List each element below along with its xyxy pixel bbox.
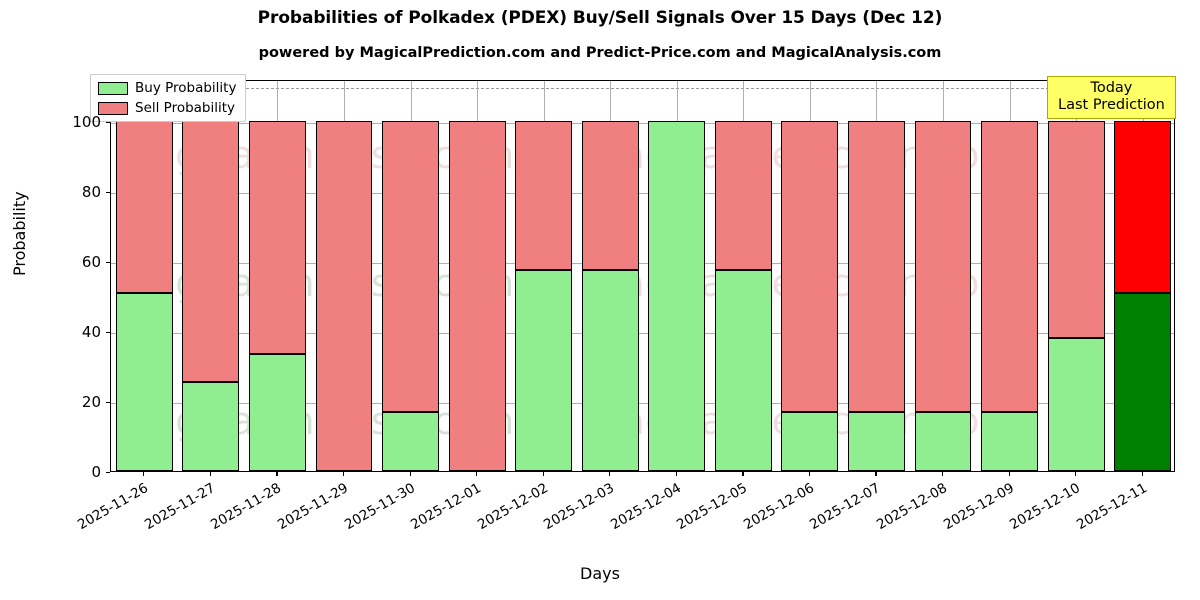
- bar-group[interactable]: [581, 81, 639, 471]
- bar-segment-buy[interactable]: [1047, 338, 1105, 471]
- chart-subtitle: powered by MagicalPrediction.com and Pre…: [258, 45, 942, 61]
- x-tick-mark: [342, 472, 345, 476]
- bar-segment-buy[interactable]: [382, 411, 439, 471]
- bar-group[interactable]: [515, 81, 573, 471]
- y-gridline: [111, 123, 1174, 124]
- today-label: Today: [1090, 80, 1133, 96]
- bar-segment-sell[interactable]: [448, 121, 506, 471]
- bar-group[interactable]: [382, 81, 439, 471]
- x-tick-mark: [875, 472, 877, 476]
- y-tick-label: 40: [81, 323, 101, 341]
- x-tick-mark: [742, 472, 744, 476]
- bar-group[interactable]: [182, 81, 240, 471]
- bar-segment-buy[interactable]: [648, 121, 706, 471]
- bar-group[interactable]: [115, 81, 173, 471]
- x-tick-mark: [808, 472, 811, 476]
- y-gridline-dashed: [111, 88, 1174, 89]
- x-tick-mark: [542, 472, 544, 476]
- x-tick-mark: [143, 472, 145, 476]
- bar-segment-sell[interactable]: [182, 121, 240, 382]
- bar-group[interactable]: [1114, 81, 1172, 471]
- bar-segment-buy[interactable]: [714, 269, 772, 471]
- y-tick-label: 100: [72, 113, 101, 131]
- bar-segment-buy[interactable]: [781, 411, 839, 471]
- bar-segment-sell[interactable]: [1047, 121, 1105, 338]
- bar-segment-sell[interactable]: [981, 121, 1039, 412]
- bar-group[interactable]: [714, 81, 772, 471]
- bar-segment-sell[interactable]: [1114, 121, 1172, 293]
- bar-segment-buy[interactable]: [581, 269, 639, 471]
- y-tick-mark: [106, 332, 110, 334]
- bar-segment-sell[interactable]: [382, 121, 439, 412]
- y-tick-mark: [106, 192, 110, 194]
- y-tick-mark: [106, 402, 110, 404]
- bar-group[interactable]: [781, 81, 839, 471]
- legend-label: Sell Probability: [135, 100, 236, 116]
- x-axis-label: Days: [580, 564, 620, 583]
- bar-segment-buy[interactable]: [1114, 292, 1172, 471]
- bar-segment-sell[interactable]: [781, 121, 839, 412]
- x-tick-mark: [209, 472, 212, 476]
- legend-item[interactable]: Sell Probability: [98, 100, 236, 116]
- x-tick-mark: [609, 472, 611, 476]
- x-tick-mark: [1075, 472, 1077, 476]
- bar-segment-buy[interactable]: [182, 381, 240, 471]
- bar-segment-sell[interactable]: [315, 121, 373, 471]
- x-tick-mark: [409, 472, 411, 476]
- y-gridline: [111, 193, 1174, 194]
- x-tick-mark: [476, 472, 478, 476]
- y-tick-mark: [106, 122, 110, 124]
- x-tick-mark: [675, 472, 677, 476]
- y-gridline: [111, 403, 1174, 404]
- legend-item[interactable]: Buy Probability: [98, 80, 236, 96]
- y-tick-label: 20: [81, 393, 101, 411]
- x-tick-mark: [942, 472, 944, 476]
- bar-group[interactable]: [248, 81, 306, 471]
- x-tick-mark: [1141, 472, 1143, 476]
- bar-segment-sell[interactable]: [914, 121, 972, 412]
- bar-group[interactable]: [848, 81, 905, 471]
- last-prediction-label: Last Prediction: [1058, 97, 1165, 114]
- bar-segment-buy[interactable]: [515, 269, 573, 471]
- bar-segment-sell[interactable]: [515, 121, 573, 270]
- chart-legend: Buy Probability Sell Probability: [90, 74, 247, 122]
- y-axis-label: Probability: [10, 191, 29, 276]
- bar-segment-sell[interactable]: [714, 121, 772, 270]
- legend-swatch-buy: [98, 81, 128, 95]
- bar-group[interactable]: [315, 81, 373, 471]
- y-tick-label: 60: [81, 253, 101, 271]
- page-title: Probabilities of Polkadex (PDEX) Buy/Sel…: [257, 8, 943, 28]
- today-annotation: Today Last Prediction: [1047, 76, 1176, 120]
- bar-group[interactable]: [981, 81, 1039, 471]
- bar-segment-sell[interactable]: [581, 121, 639, 270]
- bar-group[interactable]: [1047, 81, 1105, 471]
- bar-segment-buy[interactable]: [914, 411, 972, 471]
- bar-segment-sell[interactable]: [115, 121, 173, 293]
- bar-group[interactable]: [914, 81, 972, 471]
- y-tick-mark: [106, 472, 110, 474]
- bar-group[interactable]: [648, 81, 706, 471]
- y-tick-label: 0: [91, 463, 101, 481]
- bar-segment-buy[interactable]: [115, 292, 173, 471]
- bar-segment-buy[interactable]: [981, 411, 1039, 471]
- legend-swatch-sell: [98, 101, 128, 115]
- legend-label: Buy Probability: [135, 80, 237, 96]
- bar-group[interactable]: [448, 81, 506, 471]
- x-tick-mark: [1008, 472, 1010, 476]
- y-gridline: [111, 263, 1174, 264]
- bar-segment-buy[interactable]: [248, 353, 306, 471]
- bar-segment-sell[interactable]: [848, 121, 905, 412]
- plot-area: MagicalAnalysis.comMagicalPrediction.com…: [110, 80, 1175, 472]
- y-tick-mark: [106, 262, 110, 264]
- bar-segment-buy[interactable]: [848, 411, 905, 471]
- y-tick-label: 80: [81, 183, 101, 201]
- bar-segment-sell[interactable]: [248, 121, 306, 354]
- y-gridline: [111, 333, 1174, 334]
- x-tick-mark: [276, 472, 278, 476]
